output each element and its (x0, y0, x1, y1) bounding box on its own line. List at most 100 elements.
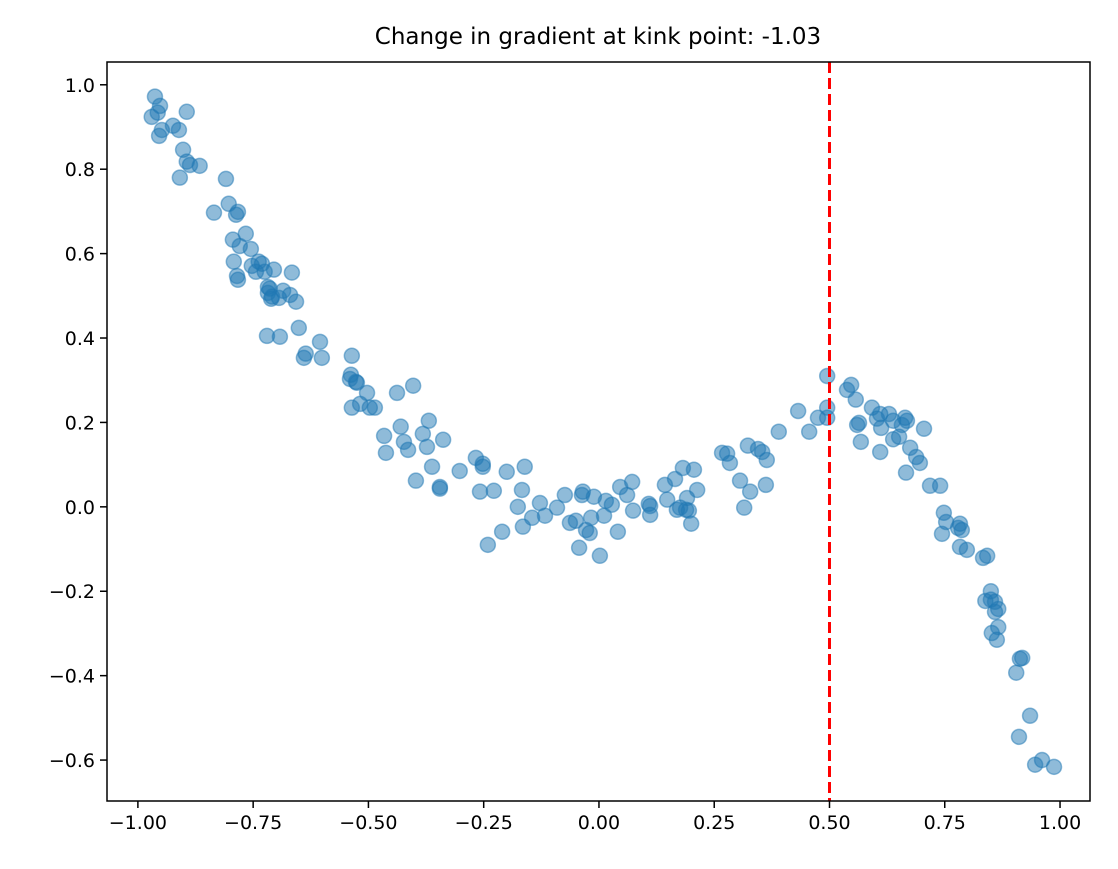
data-point (536, 507, 554, 524)
data-point (479, 536, 497, 554)
data-point (872, 419, 890, 437)
data-point (229, 271, 247, 289)
data-point (171, 169, 189, 186)
data-point (1045, 758, 1063, 776)
data-point (418, 438, 436, 456)
data-point (399, 441, 417, 459)
data-point (404, 377, 422, 394)
y-tick-label: −0.2 (49, 581, 95, 603)
data-point (217, 170, 235, 188)
data-point (847, 391, 865, 408)
data-point (420, 412, 438, 429)
y-tick-label: 0.6 (65, 244, 95, 266)
data-point (498, 463, 515, 481)
data-point (151, 97, 169, 115)
data-point (265, 261, 283, 278)
data-point (603, 496, 621, 513)
data-point (800, 423, 818, 440)
data-point (818, 367, 836, 385)
data-point (311, 333, 329, 351)
data-point (513, 481, 531, 499)
x-tick-label: 0.75 (924, 812, 966, 834)
data-point (191, 157, 208, 175)
y-tick-label: −0.6 (49, 750, 95, 772)
data-point (591, 547, 609, 565)
data-point (485, 482, 503, 500)
data-point (757, 476, 775, 494)
data-point (897, 464, 915, 481)
data-point (721, 454, 739, 472)
data-point (388, 384, 406, 402)
data-point (297, 345, 314, 362)
data-point (567, 512, 585, 530)
data-point (377, 444, 395, 462)
data-point (850, 414, 868, 432)
data-point (666, 470, 684, 488)
data-point (474, 458, 492, 475)
data-point (789, 402, 807, 420)
data-point (658, 491, 676, 508)
data-point (423, 458, 441, 475)
data-point (623, 473, 641, 491)
data-point (358, 384, 376, 402)
data-point (770, 423, 788, 440)
data-point (624, 502, 642, 519)
data-point (741, 483, 759, 500)
data-point (641, 506, 659, 524)
data-point (343, 347, 361, 364)
data-point (852, 433, 870, 451)
data-point (818, 409, 836, 427)
data-point (735, 499, 753, 516)
x-tick-label: 0.00 (578, 812, 620, 834)
data-point (229, 203, 247, 221)
y-tick-label: −0.4 (49, 666, 95, 688)
data-point (758, 451, 776, 469)
data-point (581, 524, 598, 542)
plot-frame (106, 61, 1091, 802)
data-point (1007, 664, 1025, 681)
x-tick-label: 0.25 (693, 812, 735, 834)
y-tick-label: 1.0 (65, 75, 95, 97)
data-point (1021, 707, 1039, 724)
data-point (958, 541, 976, 559)
y-axis: −0.6 −0.4 −0.2 0.0 0.2 0.4 0.6 0.8 1.0 (49, 75, 107, 772)
x-tick-label: −0.75 (224, 812, 282, 834)
data-point (348, 374, 366, 392)
data-point (471, 483, 489, 500)
data-point (609, 523, 627, 540)
data-point (1010, 728, 1028, 746)
data-point (953, 521, 971, 539)
data-point (685, 461, 703, 478)
y-tick-label: 0.0 (65, 497, 95, 519)
data-point (313, 349, 331, 367)
data-point (1013, 649, 1031, 667)
data-point (871, 443, 889, 461)
y-tick-label: 0.2 (65, 412, 95, 434)
y-tick-label: 0.4 (65, 328, 95, 350)
data-point (271, 328, 289, 346)
data-point (898, 412, 916, 429)
data-point (205, 204, 223, 221)
data-point (688, 481, 706, 499)
data-point (911, 454, 929, 472)
data-point (451, 462, 468, 480)
data-point (493, 523, 511, 540)
x-axis: −1.00 −0.75 −0.50 −0.25 0.00 0.25 0.50 0.75 1.00 (109, 801, 1081, 834)
data-point (287, 293, 305, 310)
data-point (242, 240, 260, 258)
x-tick-label: 1.00 (1039, 812, 1081, 834)
data-point (548, 499, 566, 516)
data-point (290, 319, 308, 337)
data-point (366, 399, 384, 416)
data-point (392, 418, 409, 435)
data-point (178, 103, 196, 121)
data-point (516, 458, 533, 475)
data-point (237, 225, 255, 243)
data-point (509, 498, 527, 516)
x-tick-label: −1.00 (109, 812, 167, 834)
x-tick-label: −0.50 (339, 812, 397, 834)
chart-title: Change in gradient at kink point: -1.03 (375, 24, 821, 50)
data-point (915, 420, 933, 438)
data-point (731, 472, 749, 489)
x-tick-label: 0.50 (808, 812, 850, 834)
